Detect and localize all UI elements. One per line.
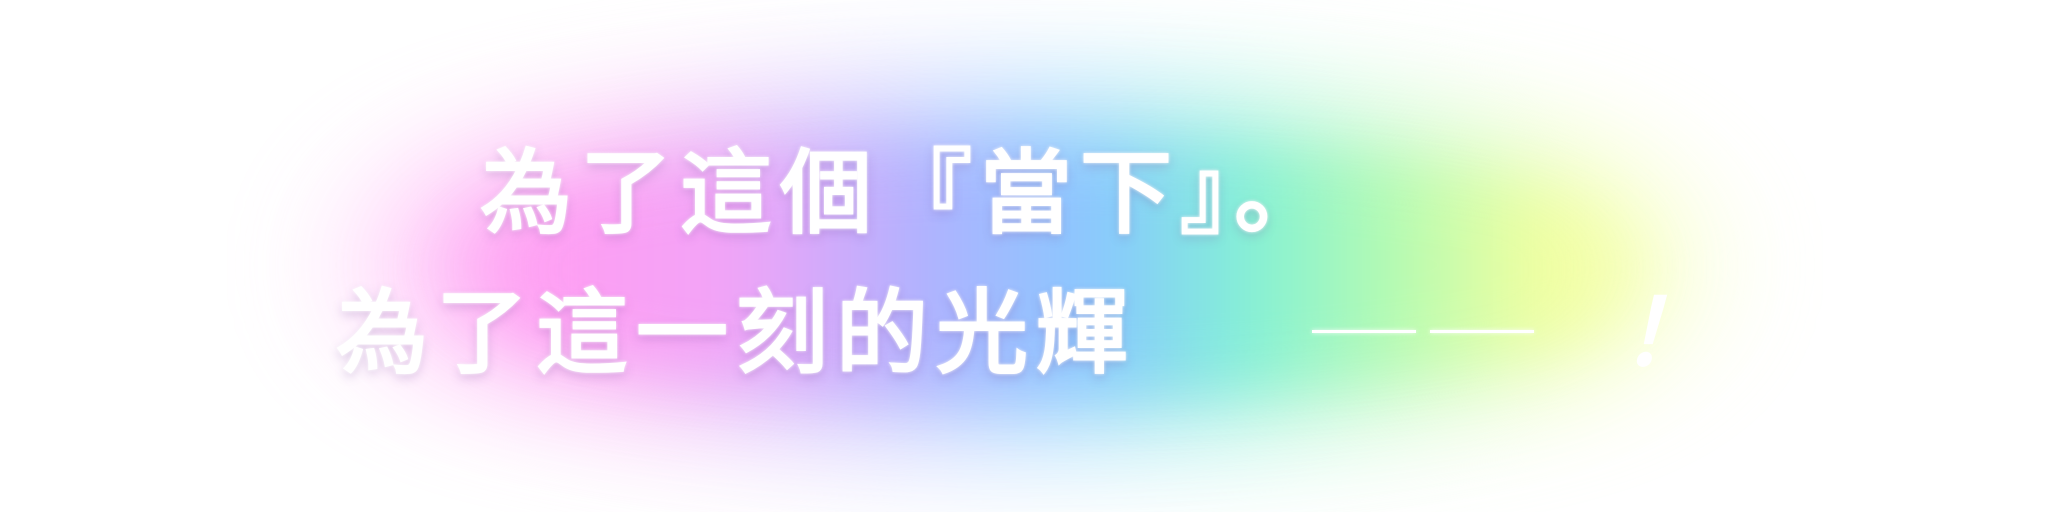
em-dash-segment-1	[1312, 330, 1416, 333]
lyric-line-1: 為了這個『當下』。	[480, 140, 1335, 247]
exclamation-mark: ！	[1620, 280, 1713, 387]
lyric-line-2: 為了這一刻的光輝	[336, 280, 1137, 387]
em-dash-segment-2	[1430, 330, 1534, 333]
rainbow-glow-inner	[420, 150, 1670, 390]
